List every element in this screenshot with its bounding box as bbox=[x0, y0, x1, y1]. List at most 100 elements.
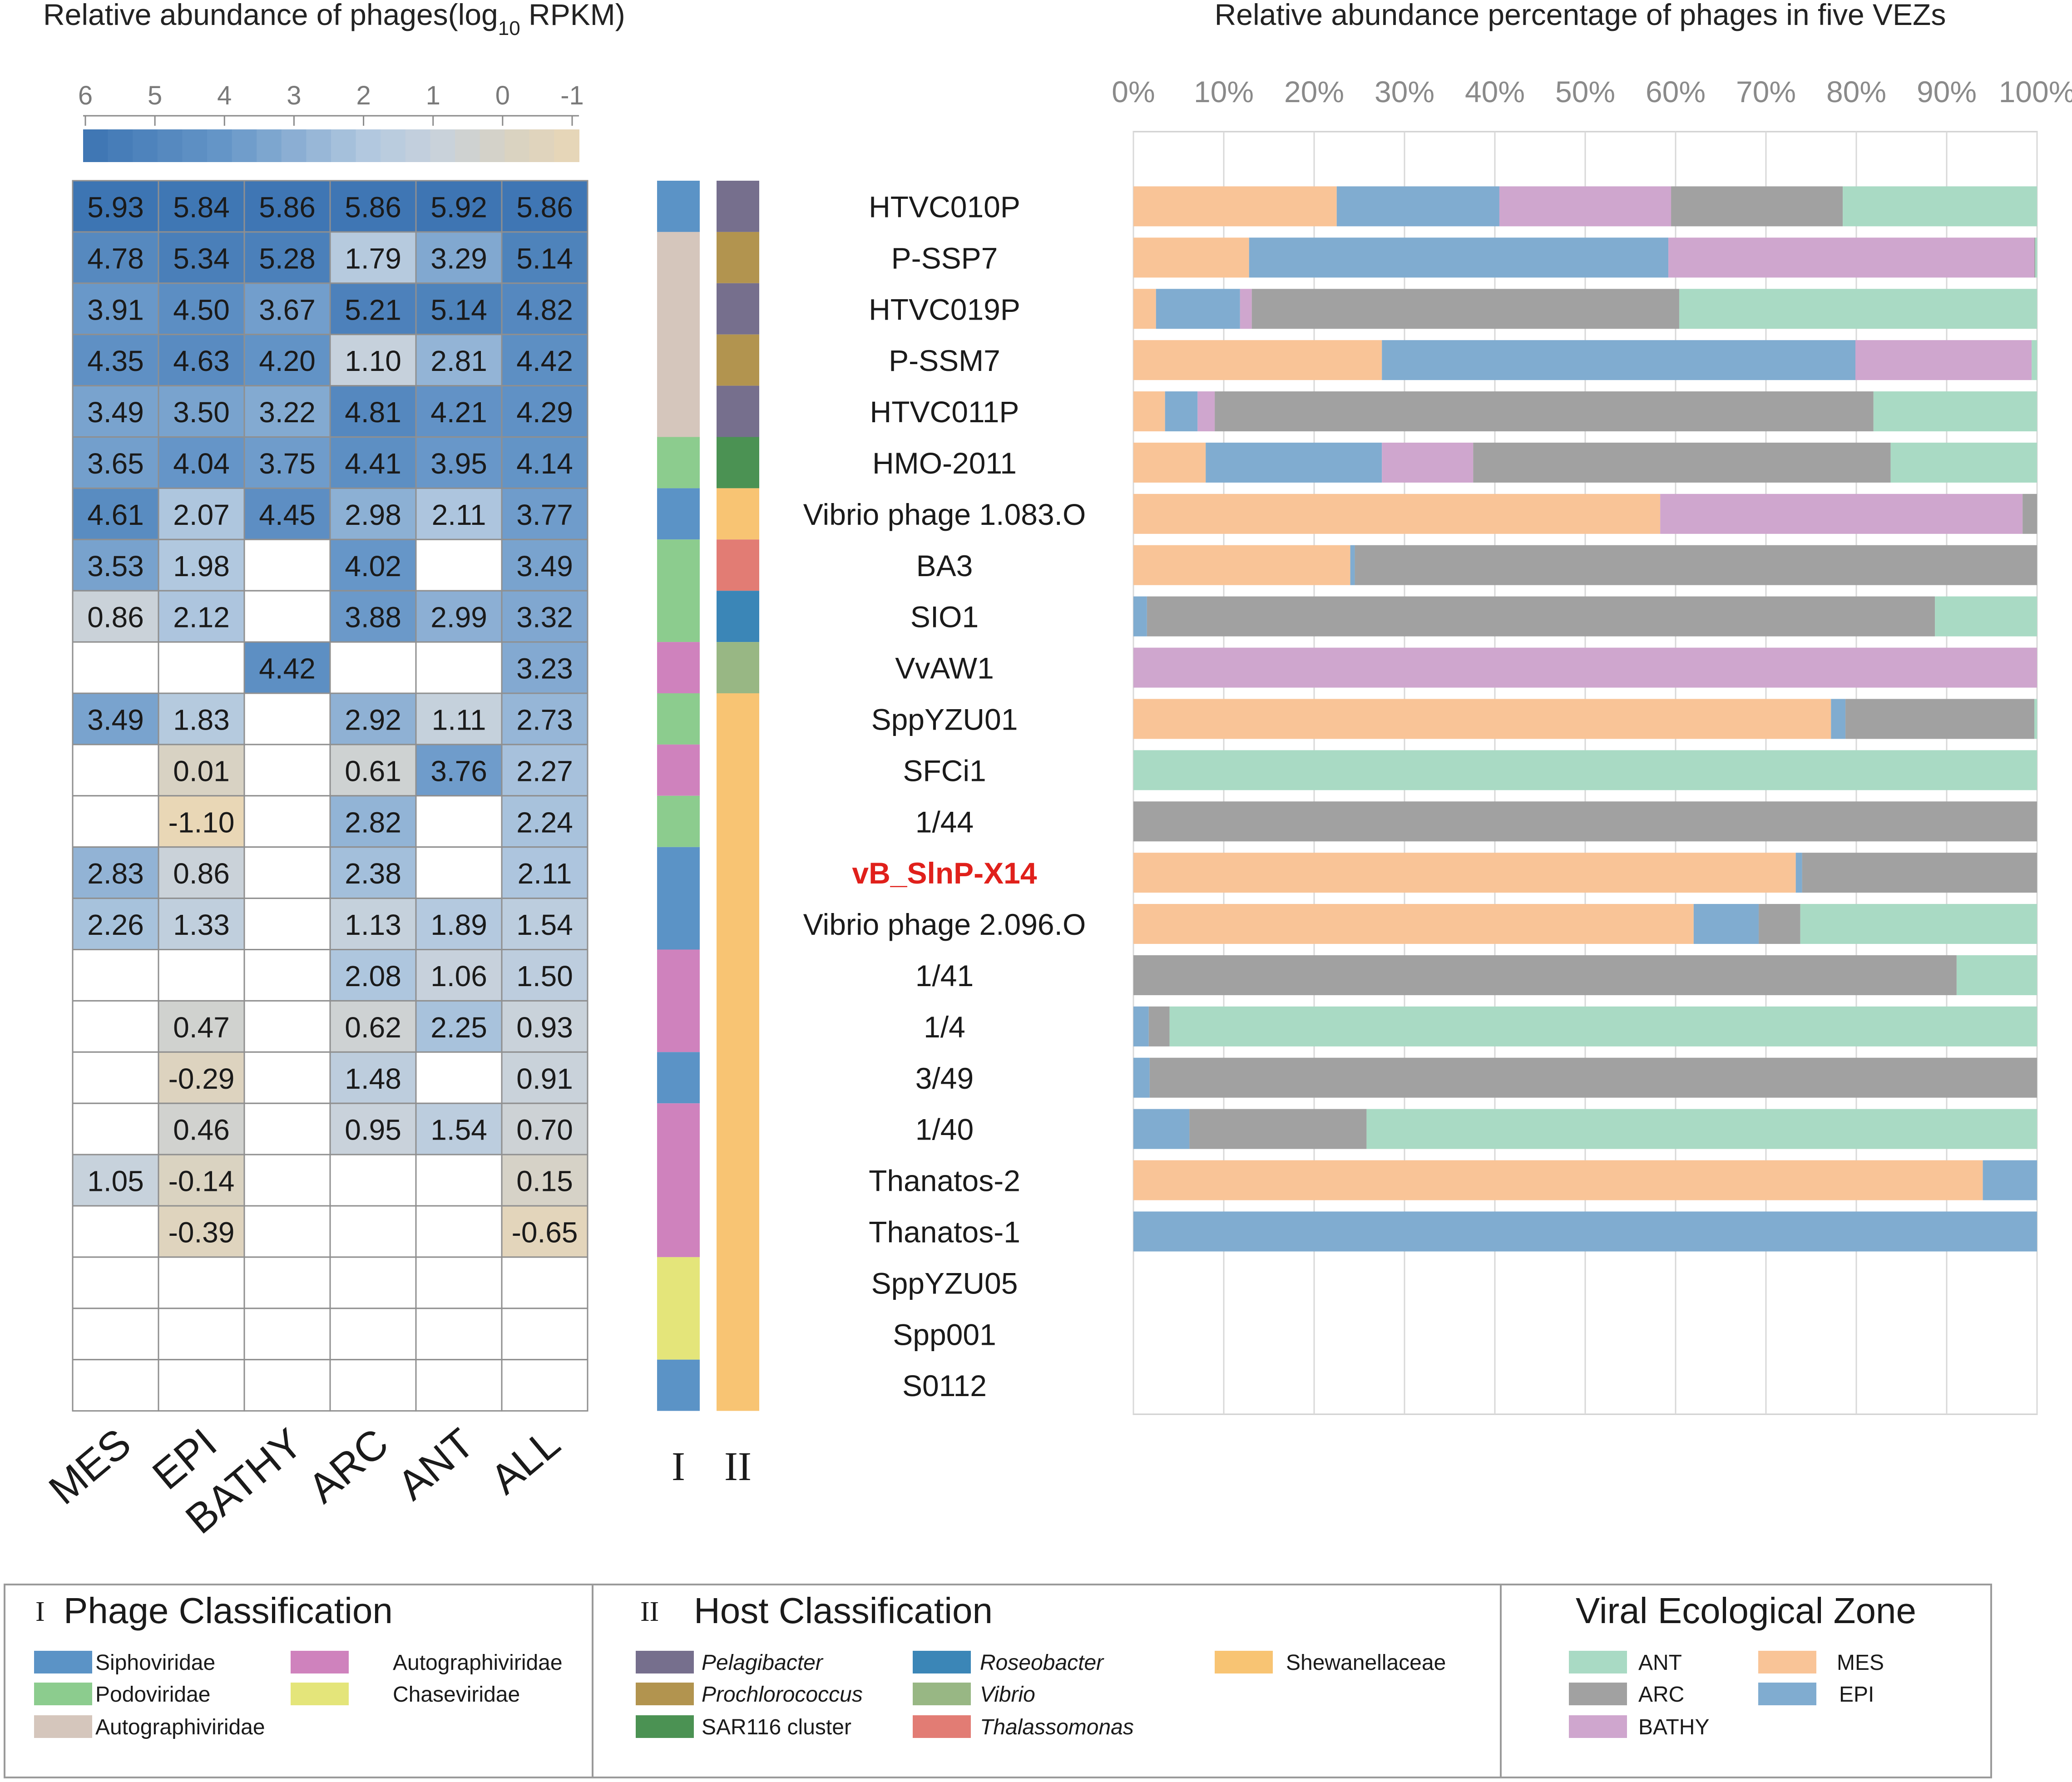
column-label: ALL bbox=[482, 1420, 569, 1503]
heatmap-cell bbox=[329, 1359, 417, 1412]
color-scale-segment bbox=[504, 129, 530, 162]
x-tick-label: 70% bbox=[1736, 75, 1796, 109]
heatmap-cell-value: 2.11 bbox=[432, 499, 486, 531]
track-segment-host bbox=[717, 591, 759, 642]
heatmap-cell-value: 3.76 bbox=[430, 755, 487, 787]
heatmap-cell bbox=[158, 692, 245, 745]
track-segment-host bbox=[717, 437, 759, 489]
heatmap-cell bbox=[329, 1308, 417, 1361]
bar-segment-ant bbox=[1890, 442, 2037, 483]
heatmap-cell-value: 0.95 bbox=[345, 1114, 401, 1146]
heatmap-cell-value: 2.11 bbox=[518, 857, 572, 890]
phage-label: 1/41 bbox=[915, 959, 974, 992]
heatmap-cell bbox=[501, 1205, 588, 1258]
heatmap-cell-value: -0.39 bbox=[168, 1216, 235, 1249]
track-segment-host bbox=[717, 181, 759, 232]
color-scale-tick-label: 4 bbox=[217, 81, 232, 110]
legend-frame bbox=[4, 1584, 1992, 1778]
track-segment-phage bbox=[657, 539, 700, 642]
legend-title-phage: Phage Classification bbox=[64, 1590, 393, 1631]
heatmap-cell-value: 5.86 bbox=[345, 191, 401, 223]
heatmap-cell-value: 5.34 bbox=[173, 242, 230, 275]
legend-swatch bbox=[1569, 1683, 1627, 1705]
track-segment-phage bbox=[657, 437, 700, 489]
heatmap-cell bbox=[415, 590, 503, 643]
bar-segment-epi bbox=[1336, 186, 1499, 227]
heatmap-cell bbox=[415, 1051, 503, 1104]
heatmap-cell-value: 1.89 bbox=[430, 908, 487, 941]
track-label-I: I bbox=[672, 1444, 685, 1489]
heatmap-cell bbox=[158, 436, 245, 489]
heatmap-cell bbox=[243, 1051, 331, 1104]
bar-segment-epi bbox=[1133, 1109, 1190, 1149]
color-scale-segment bbox=[455, 129, 480, 162]
bar-segment-arc bbox=[1133, 801, 2037, 842]
x-tick-label: 90% bbox=[1917, 75, 1977, 109]
phage-label: Thanatos-2 bbox=[869, 1164, 1020, 1198]
heatmap-cell bbox=[329, 1205, 417, 1258]
bar-segment-ant bbox=[2035, 237, 2037, 278]
heatmap-cell bbox=[501, 1051, 588, 1104]
heatmap-cell-value: 0.46 bbox=[173, 1114, 230, 1146]
heatmap-cell bbox=[415, 1256, 503, 1309]
phage-label: BA3 bbox=[916, 549, 973, 582]
heatmap-cell-value: 5.28 bbox=[259, 242, 316, 275]
legend-swatch bbox=[1758, 1683, 1816, 1705]
bar-segment-epi bbox=[1133, 1006, 1149, 1046]
heatmap-cell-value: 1.98 bbox=[173, 550, 230, 582]
heatmap-cell-value: 0.70 bbox=[516, 1114, 573, 1146]
heatmap-cell bbox=[72, 231, 159, 284]
track-segment-host bbox=[717, 385, 759, 437]
heatmap-title-end: RPKM) bbox=[520, 0, 625, 31]
bar-segment-mes bbox=[1133, 186, 1337, 227]
heatmap-cell-value: 4.82 bbox=[516, 293, 573, 326]
heatmap-cell bbox=[415, 846, 503, 899]
x-tick-label: 10% bbox=[1194, 75, 1254, 109]
color-scale-segment bbox=[331, 129, 356, 162]
legend-label: ANT bbox=[1638, 1651, 1682, 1675]
heatmap-cell-value: 2.26 bbox=[87, 908, 144, 941]
heatmap-cell-value: 3.29 bbox=[430, 242, 487, 275]
heatmap-cell bbox=[329, 282, 417, 336]
heatmap-cell-value: 1.10 bbox=[345, 345, 401, 377]
heatmap-cell bbox=[329, 692, 417, 745]
heatmap-cell bbox=[329, 795, 417, 848]
legend: I Phage Classification Siphoviridae Podovir… bbox=[4, 1584, 1992, 1778]
x-tick-label: 20% bbox=[1284, 75, 1344, 109]
heatmap-cell-value: 0.01 bbox=[173, 755, 230, 787]
phage-label: SppYZU01 bbox=[871, 702, 1018, 736]
heatmap-cell bbox=[501, 334, 588, 387]
bar-segment-arc bbox=[2034, 237, 2036, 278]
heatmap-cell-value: 3.88 bbox=[345, 601, 401, 634]
track-segment-phage bbox=[657, 1052, 700, 1104]
heatmap-cell-value: -1.10 bbox=[168, 806, 235, 839]
heatmap-cell bbox=[158, 641, 245, 694]
heatmap-cell bbox=[72, 590, 159, 643]
heatmap-cell bbox=[415, 538, 503, 592]
legend-label: Thalassomonas bbox=[980, 1715, 1134, 1739]
phage-label: HTVC011P bbox=[870, 395, 1019, 429]
heatmap-cell bbox=[501, 1256, 588, 1309]
legend-swatch bbox=[1569, 1651, 1627, 1673]
phage-label-highlighted: vB_SlnP-X14 bbox=[852, 856, 1037, 890]
heatmap-cell bbox=[243, 1102, 331, 1155]
heatmap-cell bbox=[501, 1154, 588, 1207]
track-segment-phage bbox=[657, 642, 700, 693]
heatmap-cell bbox=[243, 436, 331, 489]
legend-title-host: Host Classification bbox=[694, 1590, 993, 1631]
color-scale-tick-label: 2 bbox=[356, 81, 371, 110]
color-scale-tick-label: 3 bbox=[287, 81, 301, 110]
heatmap-cell-value: -0.65 bbox=[512, 1216, 578, 1249]
legend-swatch bbox=[34, 1715, 92, 1738]
bar-segment-arc bbox=[1147, 596, 1935, 637]
track-segment-phage bbox=[657, 795, 700, 847]
bar-segment-ant bbox=[1843, 186, 2037, 227]
heatmap-cell-value: 1.05 bbox=[87, 1165, 144, 1198]
bar-segment-epi bbox=[1249, 237, 1669, 278]
phage-label: SFCi1 bbox=[903, 754, 986, 787]
heatmap-cell bbox=[158, 1205, 245, 1258]
heatmap-title: Relative abundance of phages(log10 RPKM) bbox=[43, 0, 625, 39]
heatmap-cell bbox=[329, 436, 417, 489]
heatmap-cell-value: 1.06 bbox=[430, 960, 487, 992]
bar-segment-bathy bbox=[1197, 391, 1215, 432]
